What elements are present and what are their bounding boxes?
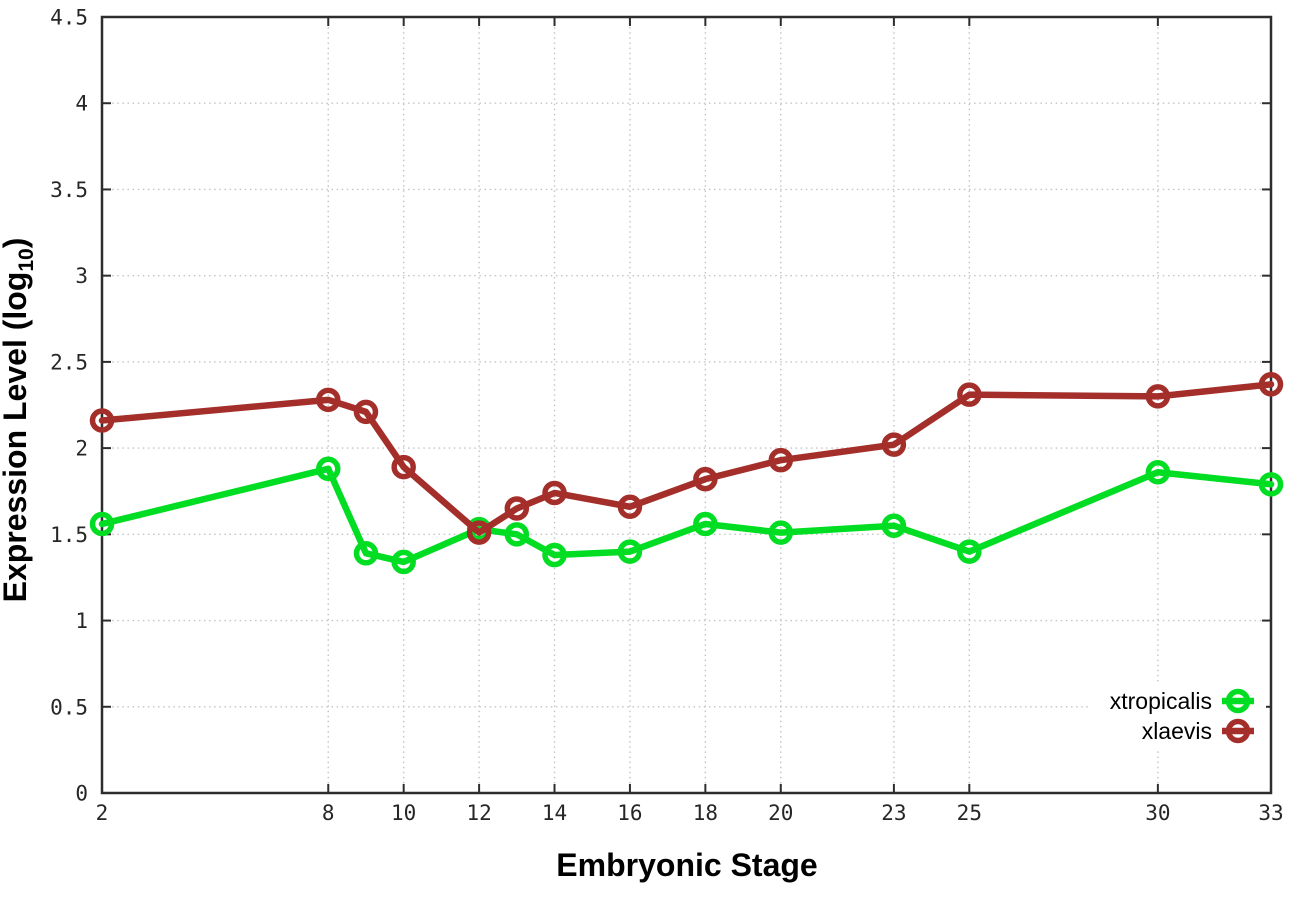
data-point-marker xyxy=(391,454,416,480)
plot-border xyxy=(100,15,1273,795)
x-tick-label: 10 xyxy=(391,801,416,825)
x-tick-label: 23 xyxy=(881,801,906,825)
legend: xtropicalis xlaevis xyxy=(1088,682,1266,748)
x-tick-label: 12 xyxy=(466,801,491,825)
y-tick-label: 4.5 xyxy=(50,6,88,30)
x-axis-title: Embryonic Stage xyxy=(556,847,817,883)
data-point-marker xyxy=(316,456,341,482)
data-point-marker xyxy=(391,549,416,575)
y-tick-label: 0 xyxy=(75,782,88,806)
data-point-marker xyxy=(881,432,907,457)
data-point-marker xyxy=(316,387,341,413)
y-tick-label: 1 xyxy=(75,609,88,633)
data-point-marker xyxy=(89,511,115,537)
data-point-marker xyxy=(1145,460,1171,485)
data-point-marker xyxy=(693,466,718,492)
series-line xyxy=(98,465,1275,566)
data-point-marker xyxy=(617,494,643,519)
data-point-marker xyxy=(542,542,567,568)
data-point-marker xyxy=(504,522,530,547)
data-point-marker xyxy=(957,539,982,564)
x-tick-label: 14 xyxy=(542,801,567,825)
y-axis-title: Expression Level (log10) xyxy=(0,238,38,603)
data-point-marker xyxy=(1258,472,1284,497)
legend-label: xtropicalis xyxy=(1110,688,1212,714)
y-tick-label: 0.5 xyxy=(50,695,88,719)
legend-label: xlaevis xyxy=(1142,718,1212,744)
data-point-marker xyxy=(542,480,567,506)
legend-marker-circle xyxy=(1225,688,1251,714)
axis-ticks: 2 8 10 12 14 16 18 20 23 25 30 33 0 0.5 1 1.5 2 2.5 3 3.5 4 4… xyxy=(50,6,1284,826)
data-point-marker xyxy=(504,496,530,521)
y-tick-label: 4 xyxy=(75,92,88,116)
legend-entry-xtropicalis: xtropicalis xyxy=(1110,688,1254,714)
data-point-marker xyxy=(957,382,982,407)
series-line xyxy=(98,381,1275,536)
data-point-marker xyxy=(768,447,794,473)
y-tick-label: 3 xyxy=(75,264,88,288)
y-tick-label: 2.5 xyxy=(50,350,88,374)
data-point-marker xyxy=(1145,384,1171,409)
legend-entry-xlaevis: xlaevis xyxy=(1142,718,1254,744)
legend-marker-circle xyxy=(1225,718,1251,744)
y-tick-label: 1.5 xyxy=(50,523,88,547)
series-xtropicalis xyxy=(89,456,1284,575)
y-tick-label: 3.5 xyxy=(50,178,88,202)
data-point-marker xyxy=(89,408,115,433)
x-tick-label: 8 xyxy=(322,801,335,825)
data-point-marker xyxy=(768,520,794,545)
x-tick-label: 25 xyxy=(957,801,982,825)
x-tick-label: 16 xyxy=(617,801,642,825)
x-tick-label: 2 xyxy=(96,801,109,825)
data-point-marker xyxy=(353,541,379,566)
data-point-marker xyxy=(1258,372,1284,397)
data-point-marker xyxy=(881,513,907,538)
x-tick-label: 30 xyxy=(1145,801,1170,825)
x-tick-label: 20 xyxy=(768,801,793,825)
data-point-marker xyxy=(353,399,379,425)
data-point-marker xyxy=(693,511,718,537)
data-point-marker xyxy=(617,539,643,564)
x-tick-label: 33 xyxy=(1258,801,1283,825)
x-tick-label: 18 xyxy=(693,801,718,825)
y-tick-label: 2 xyxy=(75,437,88,461)
plot-area: 2 8 10 12 14 16 18 20 23 25 30 33 0 0.5 1 1.5 2 2.5 3 3.5 4 4… xyxy=(50,6,1284,826)
series-xlaevis xyxy=(89,372,1284,545)
data-point-marker xyxy=(466,520,492,545)
